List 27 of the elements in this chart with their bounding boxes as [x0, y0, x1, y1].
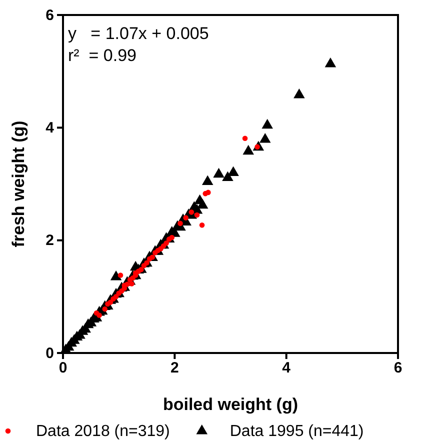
y-tick-label: 2: [46, 232, 54, 250]
point: [96, 312, 102, 318]
point: [129, 281, 134, 286]
y-tick-label: 6: [46, 6, 54, 24]
annotation: r² = 0.99: [68, 46, 137, 65]
legend-label: Data 2018 (n=319): [36, 423, 170, 440]
x-tick-label: 4: [282, 360, 292, 377]
x-axis-title: boiled weight (g): [162, 395, 298, 414]
annotation: y = 1.07x + 0.005: [68, 24, 209, 43]
point: [169, 234, 175, 240]
point: [118, 272, 124, 278]
point: [150, 254, 155, 260]
legend-label: Data 1995 (n=441): [230, 423, 364, 440]
point: [188, 210, 194, 215]
point: [199, 222, 205, 228]
point: [242, 136, 248, 142]
point: [183, 215, 188, 220]
x-tick-label: 6: [394, 360, 402, 377]
point: [178, 220, 183, 226]
x-tick-label: 2: [170, 360, 179, 377]
point: [206, 190, 211, 196]
point: [194, 212, 200, 218]
point: [164, 240, 169, 246]
y-tick-label: 0: [46, 344, 54, 362]
y-axis-title: fresh weight (g): [9, 120, 28, 248]
y-tick-label: 4: [46, 119, 55, 136]
x-tick-label: 0: [58, 360, 68, 377]
